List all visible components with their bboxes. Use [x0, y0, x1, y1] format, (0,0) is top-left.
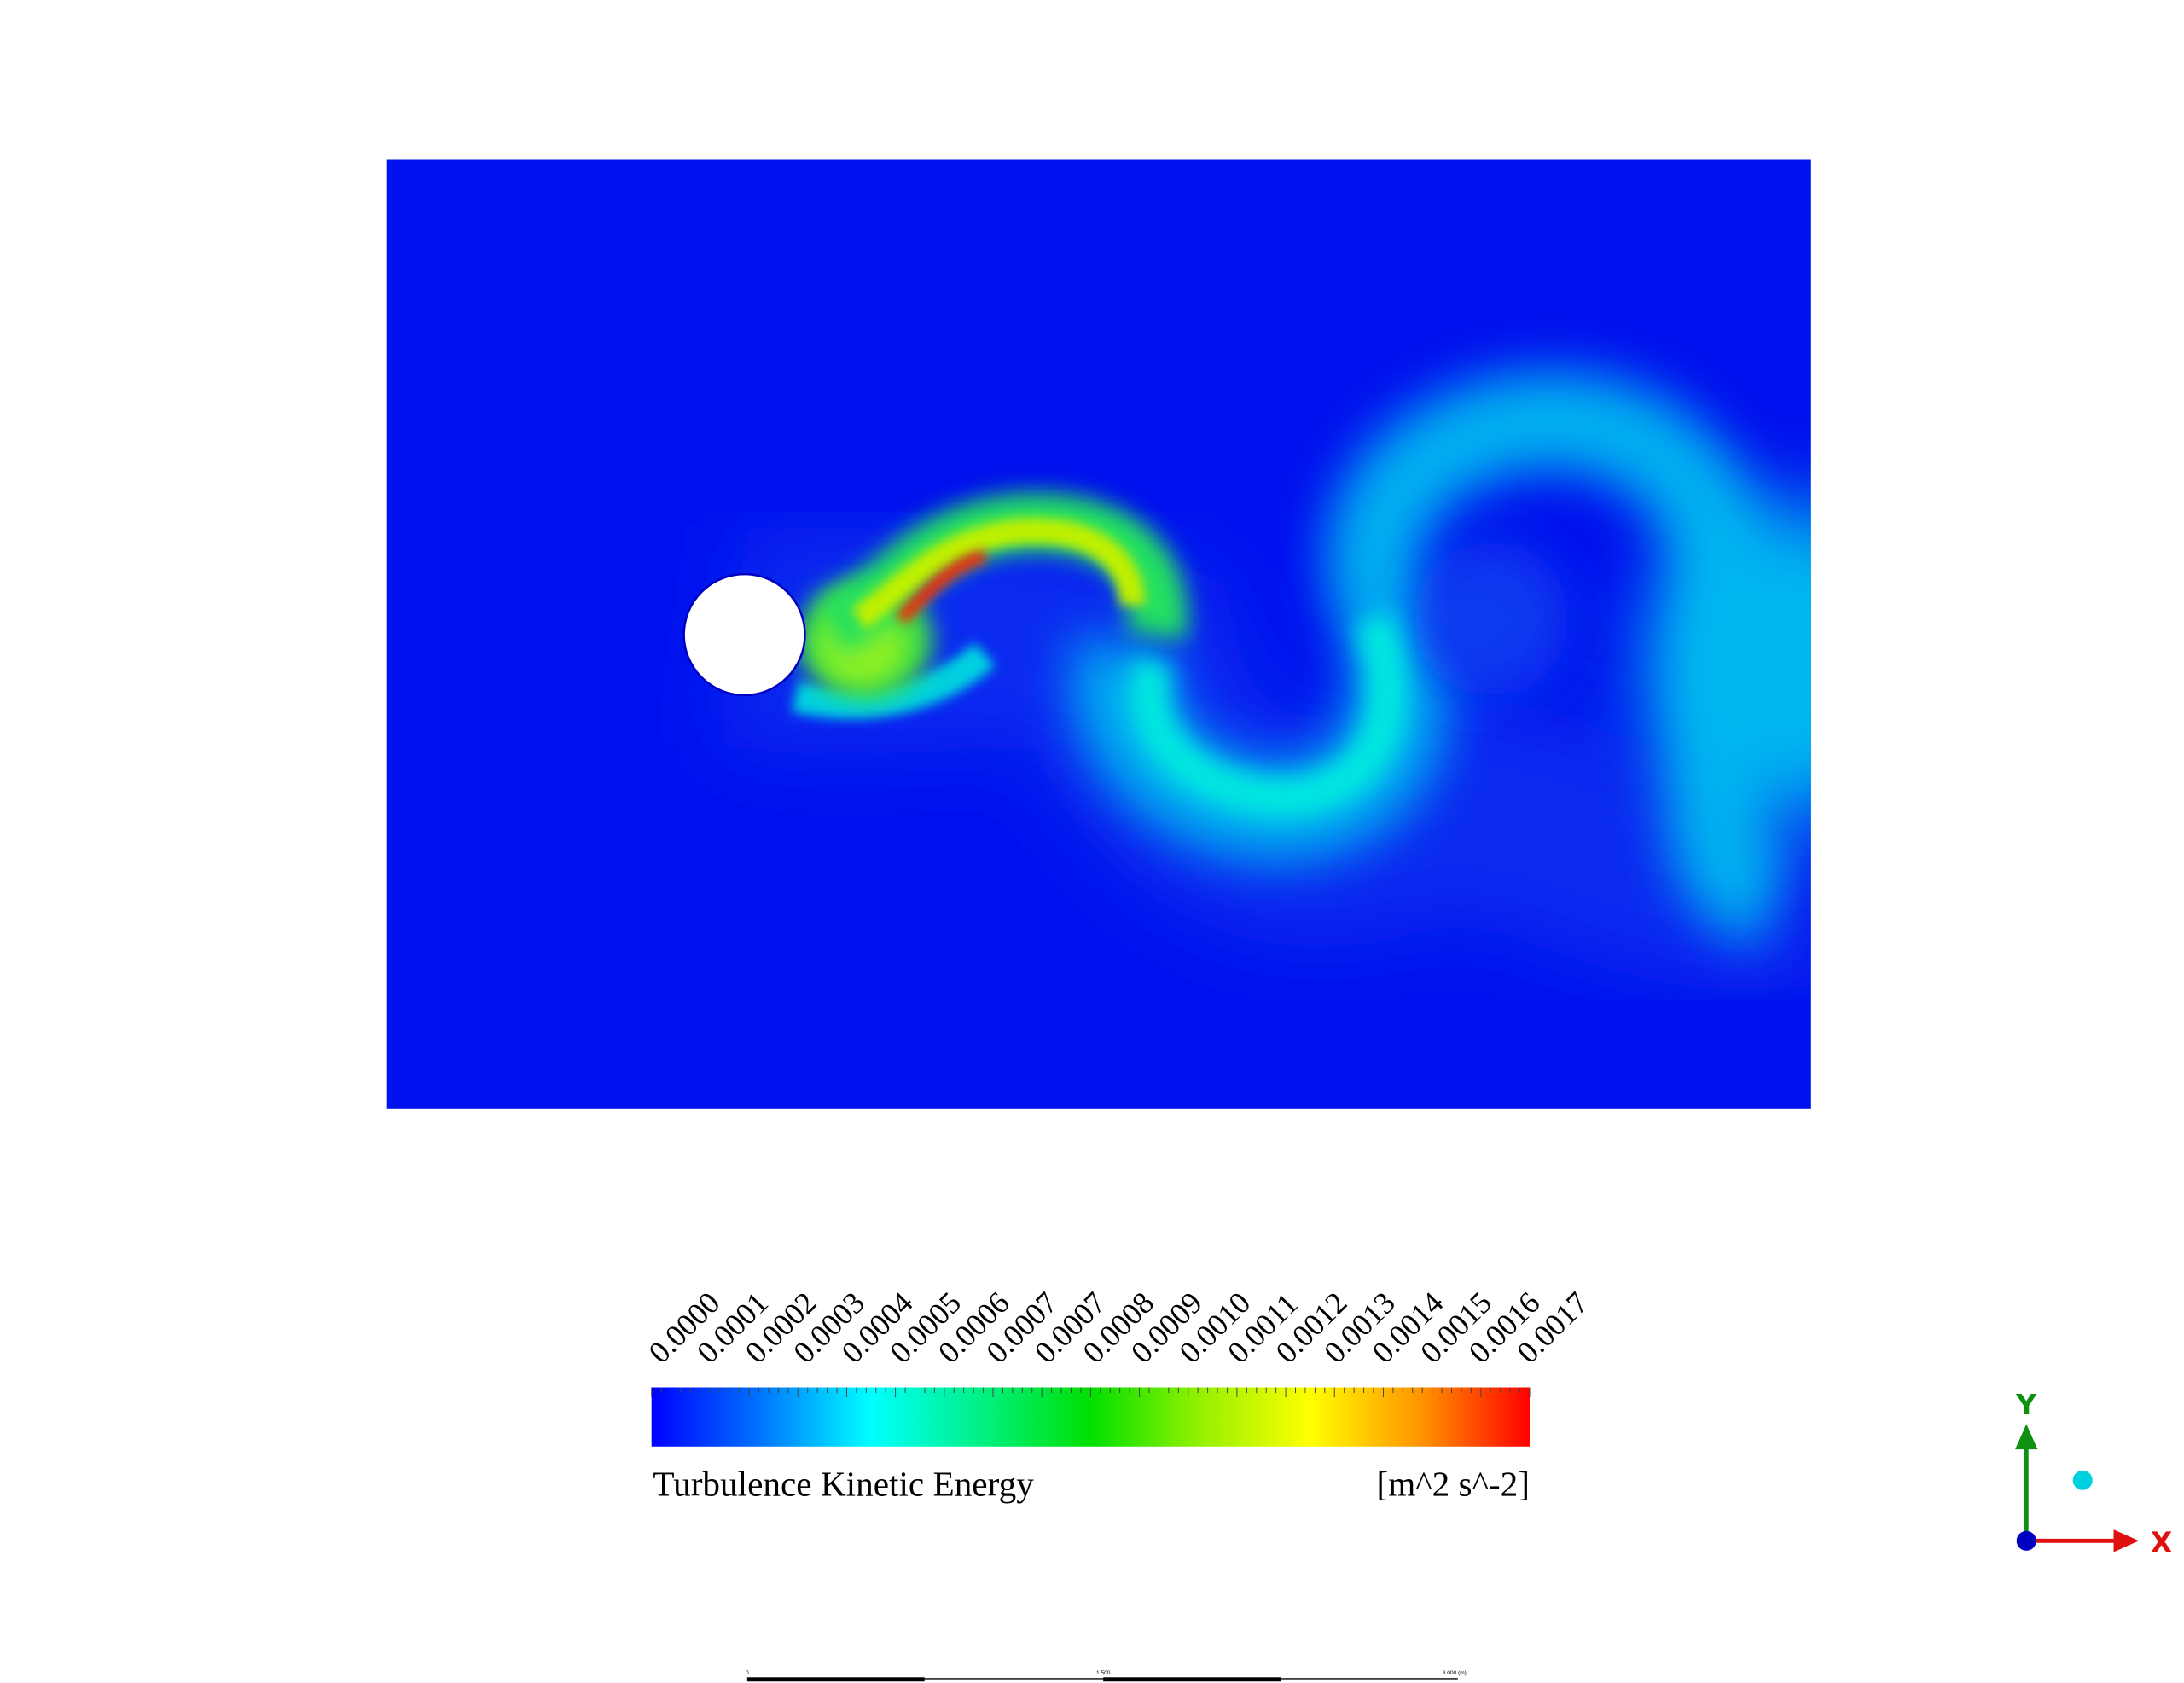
- scale-label: 3.000 (m): [1443, 1670, 1467, 1676]
- colorbar: 0.00000.00010.00020.00030.00040.00050.00…: [642, 1285, 1594, 1447]
- contour-field: [386, 159, 1811, 1109]
- x-axis-label: X: [2151, 1525, 2172, 1558]
- y-axis-label: Y: [2015, 1388, 2037, 1421]
- axis-triad: Y X: [2015, 1388, 2172, 1558]
- scale-label: 0: [746, 1670, 749, 1676]
- scale-label: 1.500: [1096, 1670, 1111, 1676]
- colorbar-title: Turbulence Kinetic Energy: [653, 1465, 1034, 1504]
- colorbar-unit: [m^2 s^-2]: [1376, 1465, 1530, 1504]
